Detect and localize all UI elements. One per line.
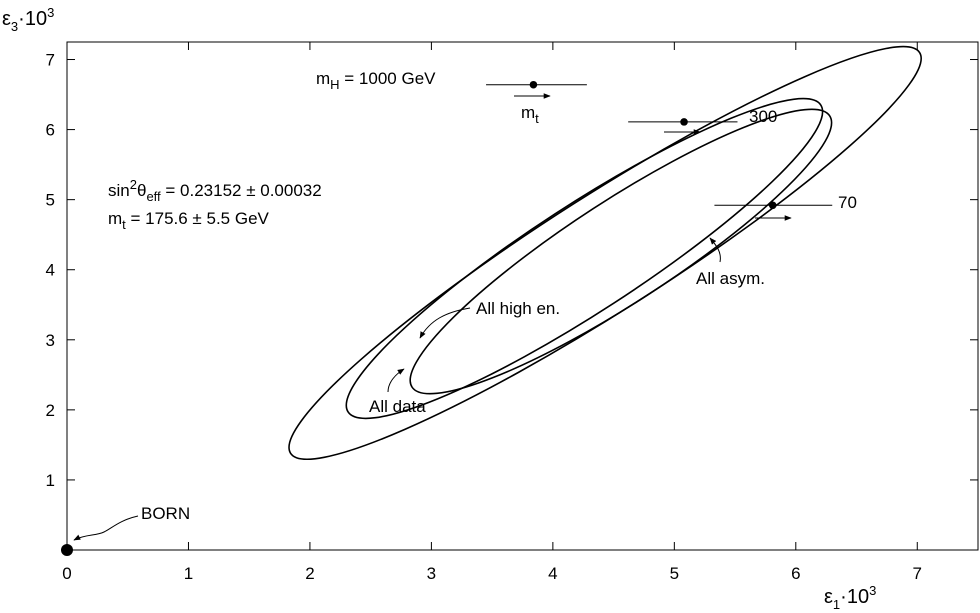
x-tick-label: 1 — [184, 564, 193, 583]
all-data-label: All data — [369, 397, 426, 416]
all-high-en-pointer — [419, 307, 471, 339]
all-asym-label: All asym. — [696, 269, 765, 288]
y-tick-labels: 1 2 3 4 5 6 7 — [46, 51, 55, 490]
mh-70-label: 70 — [838, 193, 857, 212]
y-axis-label: ε3·103 — [2, 5, 54, 34]
sm-point — [768, 201, 777, 210]
x-tick-labels: 0 1 2 3 4 5 6 7 — [62, 564, 922, 583]
born-pointer — [73, 515, 139, 541]
y-tick-label: 3 — [46, 331, 55, 350]
sm-prediction-points — [486, 80, 833, 210]
sm-point — [529, 80, 538, 89]
born-label: BORN — [141, 504, 190, 523]
y-tick-label: 6 — [46, 121, 55, 140]
all-asym-pointer — [709, 237, 721, 263]
mt-arrow-label: mt — [521, 103, 539, 126]
sin2-theta-annotation: sin2θeff = 0.23152 ± 0.00032 — [108, 177, 322, 204]
x-axis-label: ε1·103 — [824, 583, 876, 612]
x-tick-label: 4 — [548, 564, 557, 583]
y-tick-label: 1 — [46, 471, 55, 490]
mh-300-label: 300 — [749, 107, 777, 126]
y-tick-label: 4 — [46, 261, 55, 280]
sm-point — [680, 118, 688, 126]
y-tick-label: 7 — [46, 51, 55, 70]
axis-ticks — [66, 42, 978, 550]
x-tick-label: 6 — [791, 564, 800, 583]
born-point — [61, 544, 73, 556]
x-tick-label: 2 — [305, 564, 314, 583]
all-data-pointer — [387, 368, 405, 393]
x-tick-label: 7 — [913, 564, 922, 583]
mt-annotation: mt = 175.6 ± 5.5 GeV — [108, 209, 270, 232]
x-tick-label: 0 — [62, 564, 71, 583]
ellipse-all-data — [345, 97, 824, 420]
x-tick-label: 5 — [670, 564, 679, 583]
all-high-en-label: All high en. — [476, 299, 560, 318]
mh-1000-label: mH = 1000 GeV — [316, 69, 436, 92]
y-tick-label: 2 — [46, 401, 55, 420]
ellipse-all-high-en — [409, 108, 833, 395]
confidence-ellipses — [288, 45, 922, 461]
x-tick-label: 3 — [427, 564, 436, 583]
plot-frame — [66, 41, 979, 551]
y-tick-label: 5 — [46, 191, 55, 210]
